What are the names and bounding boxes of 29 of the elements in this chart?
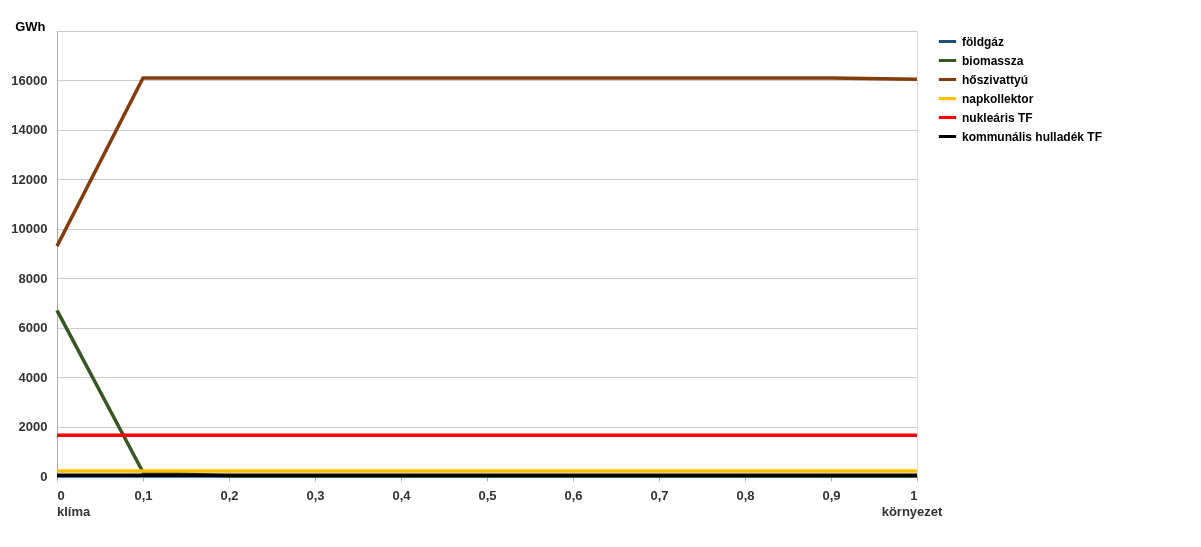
y-tick-label: 12000 <box>11 171 48 187</box>
legend-label: hőszivattyú <box>962 72 1029 87</box>
y-tick-label: 10000 <box>11 221 48 237</box>
legend-label: kommunális hulladék TF <box>962 129 1103 144</box>
x-tick-label: 0,1 <box>134 487 153 503</box>
x-tick-label: 0,4 <box>392 487 412 503</box>
x-tick-label: 0,8 <box>736 487 755 503</box>
y-tick-label: 2000 <box>18 419 48 435</box>
x-tick-label: 0,6 <box>564 487 583 503</box>
x-tick-label: 0,7 <box>650 487 669 503</box>
legend-label: földgáz <box>962 34 1004 49</box>
y-axis-title: GWh <box>15 18 46 34</box>
legend-label: biomassza <box>962 53 1024 68</box>
x-tick-label: 0,5 <box>478 487 497 503</box>
x-tick-label: 0,2 <box>220 487 239 503</box>
x-tick-label: 0 <box>57 487 65 503</box>
y-tick-label: 16000 <box>11 72 48 88</box>
text: környezet <box>881 504 944 519</box>
x-tick-label: 1 <box>910 487 918 503</box>
y-tick-label: 8000 <box>18 270 48 286</box>
legend-label: nukleáris TF <box>962 110 1033 125</box>
y-tick-label: 4000 <box>18 369 48 385</box>
legend-label: napkollektor <box>962 91 1034 106</box>
y-tick-label: 14000 <box>11 122 48 138</box>
y-tick-label: 0 <box>40 468 48 484</box>
x-tick-label: 0,9 <box>822 487 841 503</box>
x-tick-label: 0,3 <box>306 487 325 503</box>
y-tick-label: 6000 <box>18 320 48 336</box>
text: klíma <box>57 504 92 519</box>
